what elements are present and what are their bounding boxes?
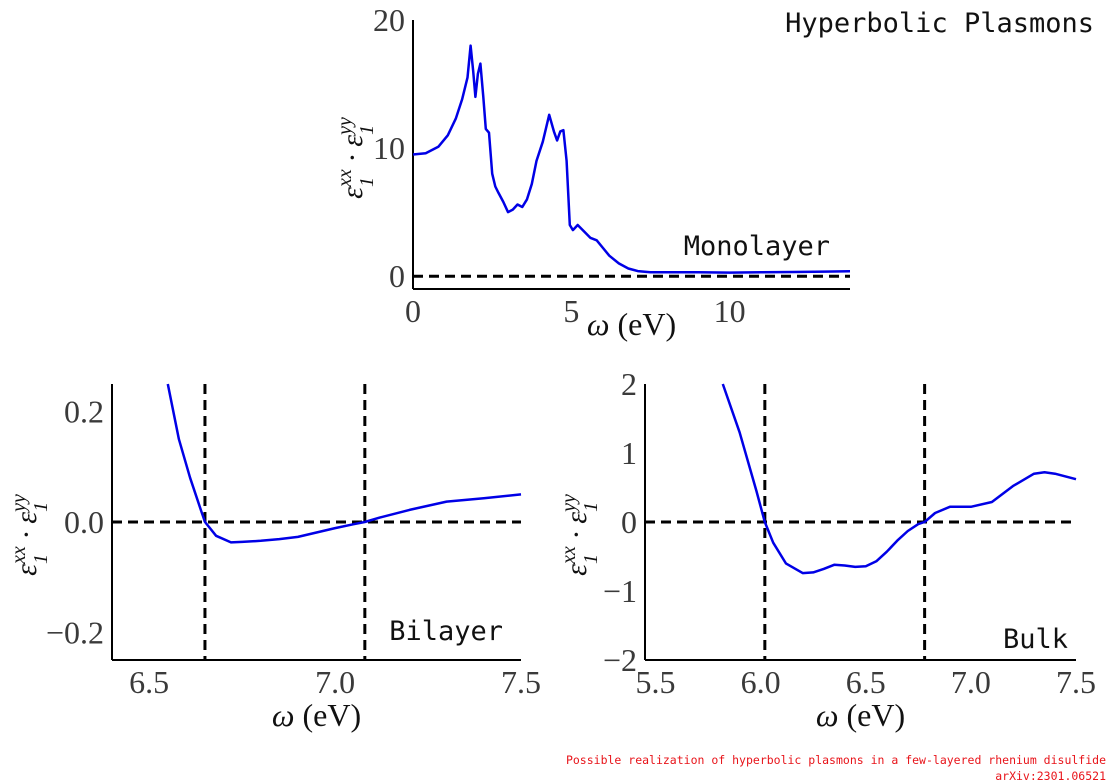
x-tick-label: 6.0 [741,664,781,700]
x-tick-label: 5.5 [636,664,676,700]
y-tick-label: −0.2 [46,614,104,650]
y-tick-label: 0 [389,258,405,294]
bilayer-label: Bilayer [389,616,503,647]
y-tick-label: 10 [373,130,405,166]
y-tick-label: −1 [603,573,637,609]
x-tick-label: 6.5 [846,664,886,700]
x-tick-label: 10 [714,293,746,329]
x-axis-label: ω (eV) [272,697,361,733]
y-tick-label: 0 [621,504,637,540]
x-tick-label: 6.5 [129,664,169,700]
y-tick-label: 1 [621,435,637,471]
x-tick-label: 7.0 [315,664,355,700]
x-tick-label: 7.5 [501,664,541,700]
footer-arxiv-id: arXiv:2301.06521 [995,769,1106,783]
bilayer-panel: 6.5 7.0 7.5 −0.2 0.0 0.2 ω (eV) ε1xx · ε1yy Bila… [8,383,541,733]
y-tick-label: −2 [603,642,637,678]
y-tick-label: 20 [373,2,405,38]
monolayer-label: Monolayer [684,231,830,262]
y-tick-label: 0.0 [64,504,104,540]
data-curve [412,44,851,274]
y-axis-label: ε1xx · ε1yy [334,117,378,199]
data-curve [721,383,1077,575]
footer-citation: Possible realization of hyperbolic plasm… [566,753,1106,767]
bulk-label: Bulk [1003,624,1068,655]
y-tick-label: 0.2 [64,394,104,430]
y-axis-label: ε1xx · ε1yy [558,494,602,576]
x-axis-label: ω (eV) [587,306,676,342]
bulk-panel: 5.5 6.0 6.5 7.0 7.5 −2 −1 0 1 2 ω (eV) ε1xx · ε1yy B… [558,366,1096,733]
x-tick-label: 5 [563,293,579,329]
x-axis-label: ω (eV) [816,697,905,733]
x-tick-label: 0 [405,293,421,329]
y-axis-label: ε1xx · ε1yy [8,494,52,576]
y-tick-label: 2 [621,366,637,402]
data-curve [166,383,522,544]
x-tick-label: 7.5 [1056,664,1096,700]
x-tick-label: 7.0 [951,664,991,700]
figure-title: Hyperbolic Plasmons [785,8,1094,39]
monolayer-panel: 0 5 10 0 10 20 ω (eV) ε1xx · ε1yy Monolayer [334,2,851,342]
